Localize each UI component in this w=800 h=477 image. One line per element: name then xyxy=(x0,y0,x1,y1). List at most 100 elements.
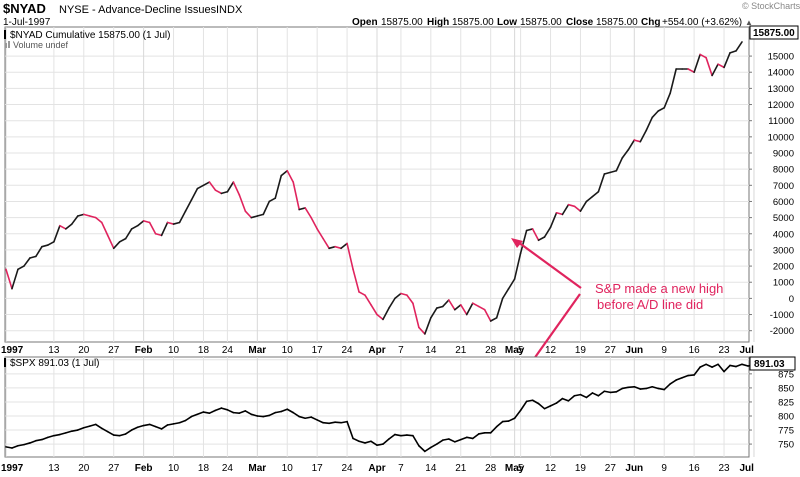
series-segment xyxy=(77,426,85,431)
x-tick-label: 23 xyxy=(718,463,730,474)
series-segment xyxy=(112,241,121,250)
series-segment xyxy=(65,223,73,230)
series-segment xyxy=(477,432,486,435)
spx-series xyxy=(5,363,755,453)
copyright-label: © StockCharts.com xyxy=(742,1,800,11)
series-segment xyxy=(214,407,223,412)
series-segment xyxy=(639,129,648,143)
series-segment xyxy=(549,402,558,407)
nyad-last-value: 15875.00 xyxy=(753,28,795,39)
series-segment xyxy=(741,363,749,367)
series-segment xyxy=(424,316,432,335)
series-segment xyxy=(250,413,259,417)
series-segment xyxy=(77,213,85,217)
series-segment xyxy=(591,190,600,198)
y-tick-label: 6000 xyxy=(773,197,794,208)
low-value: 15875.00 xyxy=(520,17,562,28)
series-segment xyxy=(555,397,564,404)
x-tick-label: Jul xyxy=(740,345,755,356)
series-segment xyxy=(100,221,109,237)
series-segment xyxy=(112,434,121,437)
series-segment xyxy=(711,363,719,368)
series-segment xyxy=(148,221,157,235)
series-segment xyxy=(406,434,414,437)
x-tick-label: Jul xyxy=(740,463,755,474)
chg-label: Chg xyxy=(641,17,660,28)
series-segment xyxy=(537,402,546,410)
series-segment xyxy=(130,224,139,230)
series-segment xyxy=(358,291,366,296)
series-segment xyxy=(711,63,719,77)
open-label: Open xyxy=(352,17,378,28)
series-segment xyxy=(436,305,444,309)
x-tick-label: 18 xyxy=(198,345,210,356)
high-value: 15875.00 xyxy=(452,17,494,28)
series-segment xyxy=(615,157,624,172)
series-segment xyxy=(412,302,420,329)
spx-grid xyxy=(5,357,755,457)
series-segment xyxy=(334,245,342,250)
series-segment xyxy=(196,411,205,416)
series-segment xyxy=(47,241,55,246)
nyad-series xyxy=(5,41,743,335)
series-segment xyxy=(202,181,211,187)
series-segment xyxy=(489,316,498,322)
series-segment xyxy=(489,425,498,434)
series-segment xyxy=(394,433,402,437)
series-segment xyxy=(442,299,450,308)
series-segment xyxy=(262,414,271,418)
y-tick-label: 15000 xyxy=(768,52,794,63)
series-segment xyxy=(322,237,330,250)
series-segment xyxy=(621,148,630,159)
y-tick-label: 9000 xyxy=(773,149,794,160)
series-segment xyxy=(436,439,444,445)
series-segment xyxy=(453,438,462,443)
x-tick-label: 18 xyxy=(198,463,210,474)
series-segment xyxy=(525,228,534,232)
series-segment xyxy=(29,255,37,259)
series-segment xyxy=(555,211,564,216)
series-segment xyxy=(609,391,618,394)
x-tick-label: Mar xyxy=(248,463,266,474)
series-segment xyxy=(669,68,677,95)
y-tick-label: 0 xyxy=(789,294,794,305)
exchange-label: INDX xyxy=(216,4,243,16)
series-segment xyxy=(124,228,133,240)
chg-value: +554.00 (+3.62%) xyxy=(662,17,742,28)
series-segment xyxy=(88,215,97,219)
x-tick-label: 27 xyxy=(605,345,617,356)
series-segment xyxy=(406,294,414,305)
x-axis-bottom: 1997 13 20 27 Feb 10 18 24 Mar 10 17 24 Apr 7 14 21 28 Ma… xyxy=(1,463,754,474)
x-tick-label: 28 xyxy=(485,463,497,474)
series-segment xyxy=(41,436,49,441)
series-segment xyxy=(465,436,474,440)
x-tick-label: Apr xyxy=(368,345,385,356)
series-segment xyxy=(346,242,354,271)
series-segment xyxy=(723,52,731,69)
series-segment xyxy=(5,446,13,449)
chg-arrow-icon: ▲ xyxy=(745,18,753,27)
x-tick-label: 12 xyxy=(545,345,557,356)
series-segment xyxy=(100,427,109,433)
spx-legend: $SPX 891.03 (1 Jul) xyxy=(10,358,100,369)
series-segment xyxy=(471,433,480,440)
series-segment xyxy=(53,224,61,243)
series-segment xyxy=(400,292,408,296)
series-segment xyxy=(226,181,235,193)
series-segment xyxy=(471,302,480,308)
series-segment xyxy=(663,383,671,391)
x-tick-label: 10 xyxy=(282,463,294,474)
x-tick-label: 12 xyxy=(545,463,557,474)
series-segment xyxy=(65,430,73,434)
series-segment xyxy=(268,411,277,417)
series-segment xyxy=(23,257,31,267)
y-tick-label: 14000 xyxy=(768,68,794,79)
x-tick-label: Mar xyxy=(248,345,266,356)
series-segment xyxy=(17,265,25,271)
x-tick-label: 5 xyxy=(518,463,524,474)
y-tick-label: 5000 xyxy=(773,213,794,224)
series-segment xyxy=(567,394,576,402)
series-segment xyxy=(519,229,528,254)
